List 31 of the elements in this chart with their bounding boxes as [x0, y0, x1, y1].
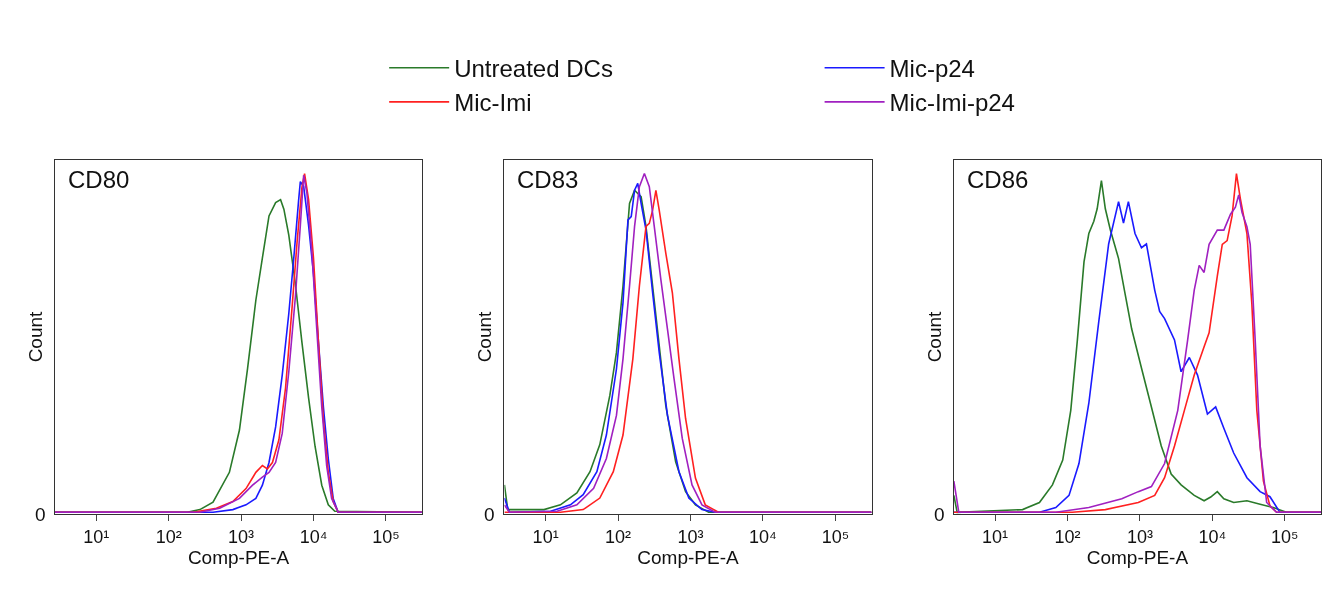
y-axis-title: Count [474, 310, 496, 363]
x-tick-label: 10¹ [83, 526, 110, 547]
x-tick-label: 10² [155, 526, 182, 547]
x-tick-label: 10¹ [532, 526, 559, 547]
text: 0 [484, 504, 495, 525]
text: 0 [934, 504, 945, 525]
chart-title: CD80 [68, 166, 130, 193]
legend-label: Mic-Imi [454, 89, 532, 117]
x-tick-label: 10³ [677, 526, 704, 547]
x-tick-label: 10⁴ [749, 526, 777, 547]
x-tick-label: 10² [1054, 526, 1081, 547]
x-tick-label: 10⁴ [1198, 526, 1227, 547]
y-axis-title: Count [923, 310, 945, 363]
x-axis-title: Comp-PE-A [637, 546, 739, 568]
y-axis-title: Count [24, 310, 46, 363]
chart-title: CD86 [967, 166, 1029, 193]
chart-title: CD83 [517, 166, 579, 193]
x-tick-label: 10³ [228, 526, 255, 547]
x-tick-label: 10⁵ [372, 526, 400, 547]
x-tick-label: 10⁵ [1271, 526, 1299, 547]
x-axis-title: Comp-PE-A [187, 546, 290, 568]
x-axis-title: Comp-PE-A [1086, 546, 1189, 568]
x-tick-label: 10³ [1126, 526, 1153, 547]
x-tick-label: 10² [605, 526, 632, 547]
text: 0 [35, 504, 46, 525]
x-tick-label: 10¹ [982, 526, 1009, 547]
x-tick-label: 10⁵ [821, 526, 850, 547]
legend-label: Mic-Imi-p24 [889, 89, 1015, 117]
legend-label: Mic-p24 [889, 55, 975, 83]
legend-label: Untreated DCs [454, 55, 613, 83]
x-tick-label: 10⁴ [299, 526, 328, 547]
